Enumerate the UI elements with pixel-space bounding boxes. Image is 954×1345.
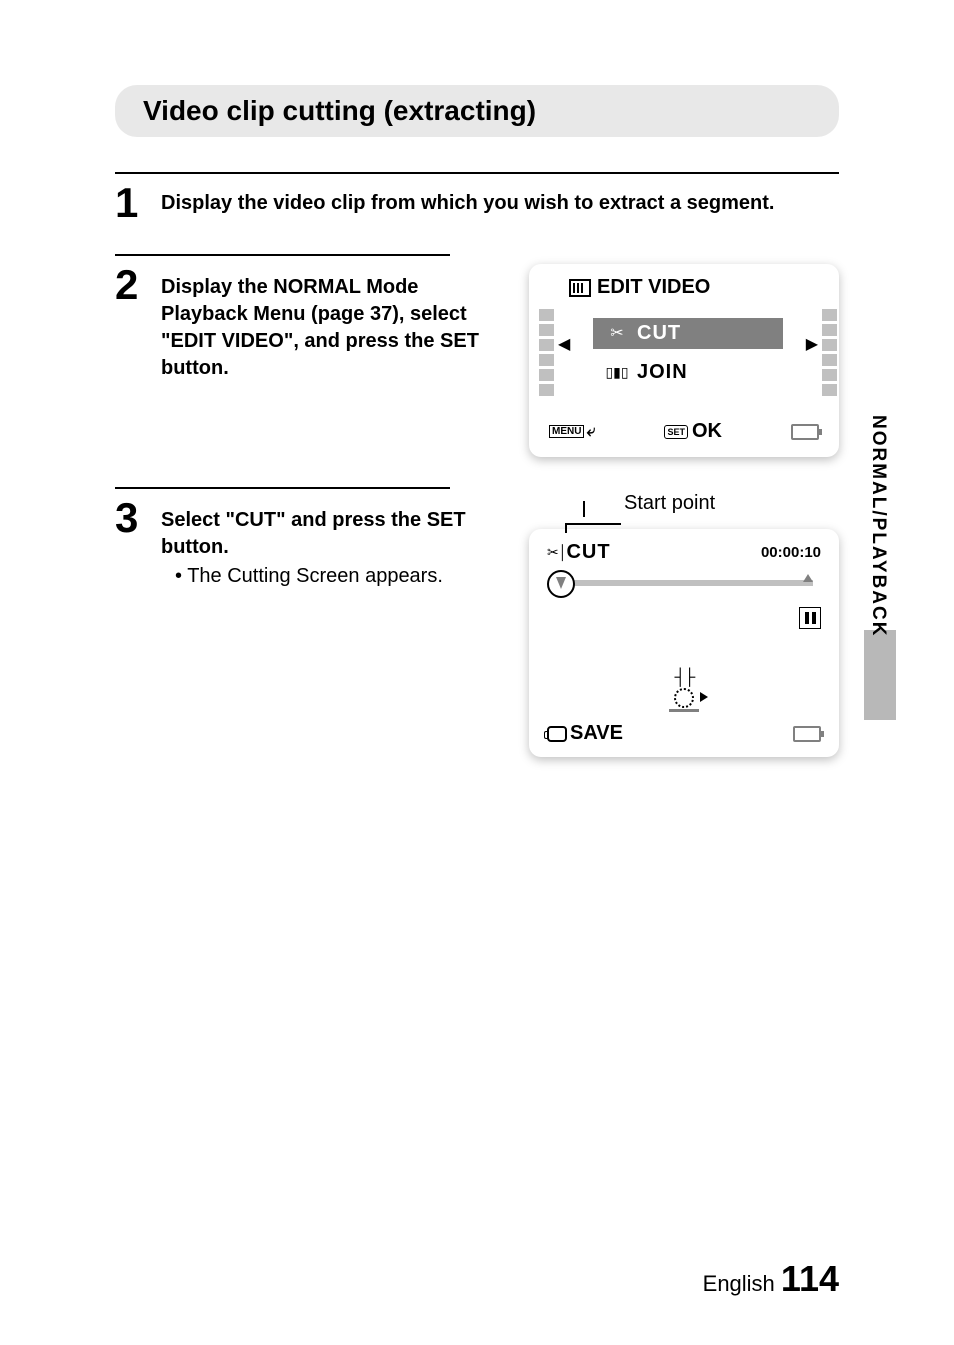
screen-title: EDIT VIDEO	[597, 276, 710, 299]
step-heading: Display the video clip from which you wi…	[161, 182, 774, 215]
step-number: 1	[115, 182, 143, 224]
set-ok-button[interactable]: SET OK	[664, 420, 722, 443]
video-icon	[569, 279, 591, 297]
return-icon: ⤶	[586, 423, 595, 441]
save-label: SAVE	[570, 722, 623, 745]
display-icon	[547, 726, 567, 742]
menu-box-label: MENU	[549, 425, 584, 438]
divider	[115, 487, 450, 489]
ok-label: OK	[692, 420, 722, 443]
right-arrow-icon[interactable]: ▶	[806, 334, 818, 354]
playback-control[interactable]: ┤├	[547, 669, 821, 712]
step-3: 3 Select "CUT" and press the SET button.…	[115, 487, 839, 757]
timeline-bar	[571, 580, 813, 586]
film-strip-left	[539, 309, 554, 396]
cut-label: CUT	[566, 541, 610, 564]
step-bullet: • The Cutting Screen appears.	[175, 565, 509, 588]
pause-indicator	[799, 607, 821, 629]
timeline-end-marker	[803, 574, 813, 582]
menu-option-join[interactable]: ▯▮▯ JOIN	[593, 357, 783, 388]
step-1: 1 Display the video clip from which you …	[115, 172, 839, 224]
divider	[115, 254, 450, 256]
page-footer: English 114	[703, 1258, 839, 1300]
jog-circle-icon	[674, 688, 694, 708]
in-point-marker[interactable]	[547, 570, 575, 598]
timecode: 00:00:10	[761, 544, 821, 561]
step-heading: Select "CUT" and press the SET button.	[161, 507, 509, 561]
battery-icon	[791, 424, 819, 440]
step-number: 3	[115, 497, 143, 539]
set-label: SET	[664, 425, 688, 439]
play-icon	[700, 692, 708, 702]
title-bar: Video clip cutting (extracting)	[115, 85, 839, 137]
sliders-icon: ┤├	[675, 669, 694, 687]
step-2: 2 Display the NORMAL Mode Playback Menu …	[115, 254, 839, 457]
step-number: 2	[115, 264, 143, 306]
left-arrow-icon[interactable]: ◀	[558, 334, 570, 354]
edit-video-screen: EDIT VIDEO ✂ CUT ◀ ▶	[529, 264, 839, 457]
save-button[interactable]: SAVE	[547, 722, 623, 745]
menu-label: JOIN	[637, 361, 688, 384]
join-icon: ▯▮▯	[605, 364, 629, 381]
side-tab: NORMAL/PLAYBACK	[862, 415, 894, 651]
start-point-label: Start point	[624, 492, 715, 515]
scissors-icon: ✂│	[547, 544, 567, 561]
page-title: Video clip cutting (extracting)	[143, 95, 811, 127]
footer-lang: English	[703, 1271, 775, 1296]
page-number: 114	[781, 1258, 839, 1299]
battery-icon	[793, 726, 821, 742]
step-heading: Display the NORMAL Mode Playback Menu (p…	[161, 274, 509, 382]
cutting-screen: ✂│ CUT 00:00:10	[529, 529, 839, 757]
menu-return-button[interactable]: MENU ⤶	[549, 423, 595, 441]
timeline[interactable]	[547, 570, 821, 598]
film-strip-right	[822, 309, 837, 396]
divider	[115, 172, 839, 174]
